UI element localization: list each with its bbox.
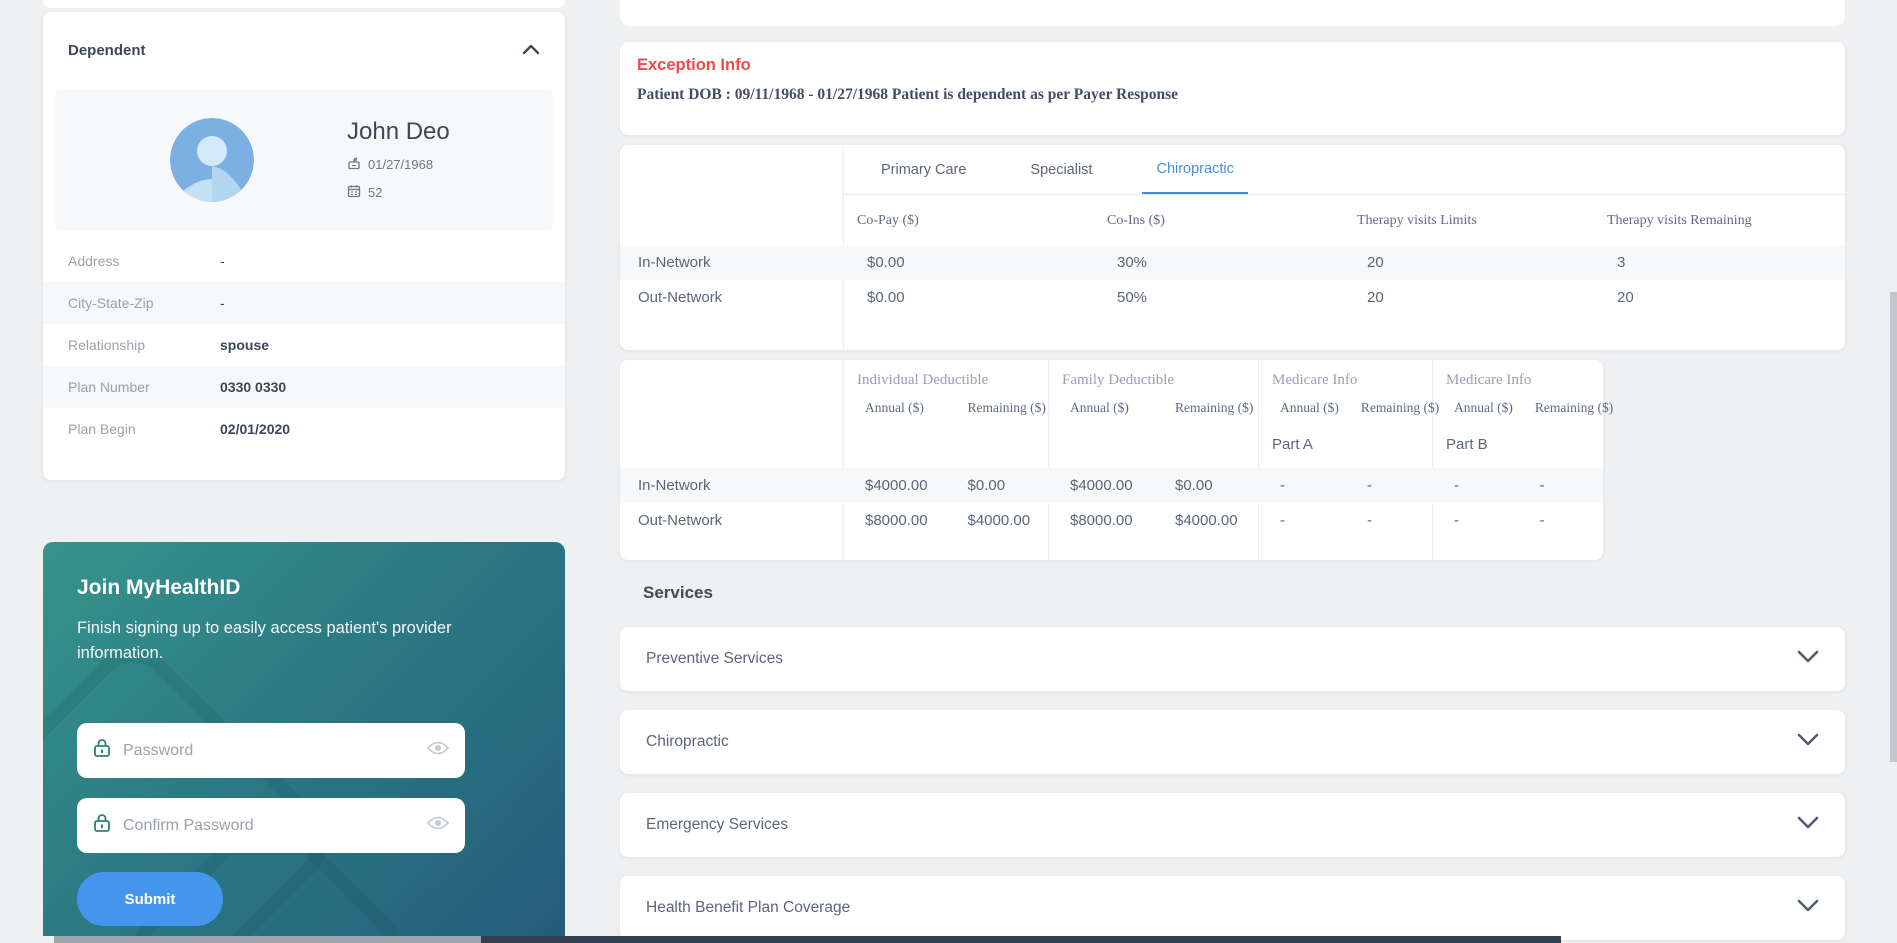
tab-primary-care[interactable]: Primary Care bbox=[881, 161, 967, 178]
join-myhealthid-card: Join MyHealthID Finish signing up to eas… bbox=[43, 542, 565, 936]
deductible-table-card: Individual Deductible Annual ($) Remaini… bbox=[620, 360, 1613, 560]
calendar-icon bbox=[347, 184, 361, 201]
partial-card-above bbox=[43, 0, 565, 8]
dependent-title: Dependent bbox=[68, 42, 146, 59]
eye-icon[interactable] bbox=[426, 740, 450, 761]
patient-name: John Deo bbox=[347, 118, 450, 145]
group-medicare-part-b: Medicare Info Annual ($) Remaining ($) P… bbox=[1432, 360, 1613, 465]
benefits-column-headers: Co-Pay ($) Co-Ins ($) Therapy visits Lim… bbox=[843, 195, 1845, 245]
sub-header: Annual ($) bbox=[1070, 400, 1129, 415]
field-row-address: Address - bbox=[68, 253, 225, 269]
join-subtitle: Finish signing up to easily access patie… bbox=[77, 619, 452, 662]
sub-header: Remaining ($) bbox=[967, 400, 1046, 415]
column-header: Co-Pay ($) bbox=[857, 213, 919, 228]
patient-fields: Address - City-State-Zip - Relationship … bbox=[43, 240, 565, 450]
column-header: Co-Ins ($) bbox=[1107, 213, 1165, 228]
chevron-up-icon[interactable] bbox=[519, 38, 543, 62]
chevron-down-icon bbox=[1797, 650, 1819, 668]
avatar bbox=[170, 118, 254, 202]
accordion-label: Preventive Services bbox=[646, 650, 783, 667]
field-row-city-state-zip: City-State-Zip - bbox=[43, 282, 565, 324]
column-header: Therapy visits Limits bbox=[1357, 213, 1477, 228]
field-row-relationship: Relationship spouse bbox=[68, 337, 270, 353]
table-row: In-Network $0.00 30% 20 3 bbox=[620, 245, 1845, 280]
chevron-down-icon bbox=[1797, 733, 1819, 751]
patient-dob: 01/27/1968 bbox=[347, 156, 433, 173]
chevron-down-icon bbox=[1797, 816, 1819, 834]
exception-message: Patient DOB : 09/11/1968 - 01/27/1968 Pa… bbox=[637, 86, 1179, 103]
table-row: Out-Network $8000.00 $4000.00 $8000.00 $… bbox=[638, 512, 1545, 529]
accordion-chiropractic[interactable]: Chiropractic bbox=[620, 710, 1845, 774]
field-row-plan-number: Plan Number 0330 0330 bbox=[43, 366, 565, 408]
vertical-scrollbar-thumb[interactable] bbox=[1890, 292, 1897, 762]
medicare-part-label: Part A bbox=[1272, 436, 1313, 453]
tab-chiropractic[interactable]: Chiropractic bbox=[1142, 145, 1248, 194]
partial-card-above bbox=[620, 0, 1845, 26]
table-row: In-Network $4000.00 $0.00 $4000.00 $0.00… bbox=[620, 468, 1603, 503]
column-divider bbox=[1048, 360, 1049, 560]
password-field-wrap bbox=[77, 723, 465, 778]
benefit-tabs: Primary Care Specialist Chiropractic bbox=[843, 145, 1845, 195]
dependent-card-header: Dependent bbox=[43, 12, 565, 78]
services-heading: Services bbox=[643, 583, 713, 602]
group-medicare-part-a: Medicare Info Annual ($) Remaining ($) P… bbox=[1258, 360, 1439, 465]
birthday-cake-icon bbox=[347, 156, 361, 173]
column-divider bbox=[1432, 360, 1433, 560]
medicare-part-label: Part B bbox=[1446, 436, 1488, 453]
horizontal-scrollbar-track[interactable] bbox=[54, 936, 1561, 943]
sub-header: Remaining ($) bbox=[1360, 400, 1440, 415]
accordion-label: Emergency Services bbox=[646, 816, 789, 833]
exception-info-card: Exception Info Patient DOB : 09/11/1968 … bbox=[620, 42, 1845, 135]
patient-summary: John Deo 01/27/1968 52 bbox=[55, 90, 553, 230]
accordion-label: Chiropractic bbox=[646, 733, 729, 750]
password-input[interactable] bbox=[123, 741, 427, 760]
accordion-label: Health Benefit Plan Coverage bbox=[646, 899, 851, 916]
group-individual-deductible: Individual Deductible Annual ($) Remaini… bbox=[843, 360, 1048, 465]
benefits-table-card: Primary Care Specialist Chiropractic Co-… bbox=[620, 145, 1845, 350]
submit-button[interactable]: Submit bbox=[77, 872, 223, 926]
group-family-deductible: Family Deductible Annual ($) Remaining (… bbox=[1048, 360, 1258, 465]
join-title: Join MyHealthID bbox=[77, 576, 241, 599]
dependent-card: Dependent John Deo 01/27/1968 bbox=[43, 12, 565, 480]
sub-header: Annual ($) bbox=[865, 400, 924, 415]
table-row: Out-Network $0.00 50% 20 20 bbox=[638, 289, 1634, 306]
chevron-down-icon bbox=[1797, 899, 1819, 917]
eye-icon[interactable] bbox=[426, 815, 450, 836]
exception-title: Exception Info bbox=[637, 56, 751, 74]
lock-icon bbox=[93, 738, 111, 763]
accordion-emergency-services[interactable]: Emergency Services bbox=[620, 793, 1845, 857]
accordion-health-benefit-plan-coverage[interactable]: Health Benefit Plan Coverage bbox=[620, 876, 1845, 940]
confirm-password-field-wrap bbox=[77, 798, 465, 853]
column-header: Therapy visits Remaining bbox=[1607, 213, 1752, 228]
lock-icon bbox=[93, 813, 111, 838]
sub-header: Annual ($) bbox=[1454, 400, 1513, 415]
patient-age: 52 bbox=[347, 184, 382, 201]
confirm-password-input[interactable] bbox=[123, 816, 427, 835]
sub-header: Annual ($) bbox=[1280, 400, 1339, 415]
sub-header: Remaining ($) bbox=[1534, 400, 1614, 415]
horizontal-scrollbar-thumb[interactable] bbox=[54, 936, 481, 943]
benefits-table-head: Primary Care Specialist Chiropractic Co-… bbox=[843, 145, 1845, 245]
column-divider bbox=[1258, 360, 1259, 560]
accordion-preventive-services[interactable]: Preventive Services bbox=[620, 627, 1845, 691]
sub-header: Remaining ($) bbox=[1175, 400, 1254, 415]
tab-specialist[interactable]: Specialist bbox=[1030, 161, 1093, 178]
field-row-plan-begin: Plan Begin 02/01/2020 bbox=[68, 421, 291, 437]
column-divider bbox=[843, 360, 844, 560]
